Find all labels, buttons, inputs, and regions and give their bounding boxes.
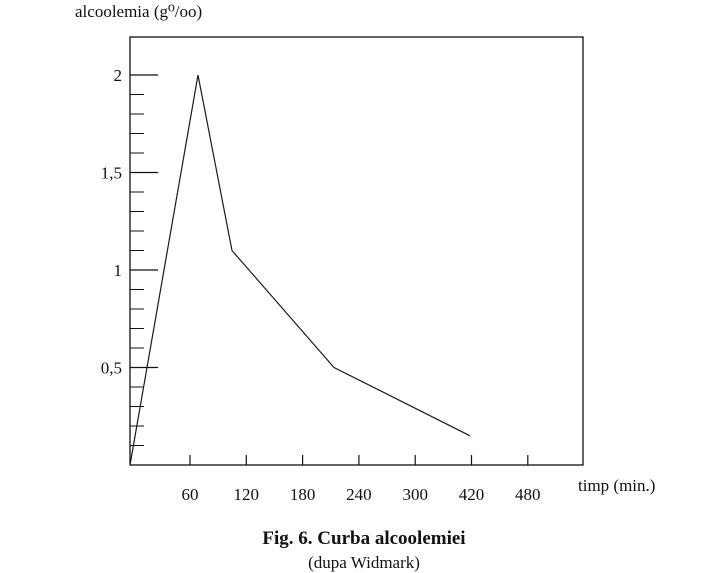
series-line bbox=[129, 74, 471, 466]
x-tick-label: 240 bbox=[346, 485, 372, 504]
y-tick-label: 1 bbox=[114, 261, 123, 280]
y-minor-ticks bbox=[130, 94, 144, 446]
x-tick-label: 120 bbox=[234, 485, 260, 504]
y-axis-ticks: 0,5 1 1,5 2 bbox=[101, 66, 158, 378]
x-tick-label: 480 bbox=[515, 485, 541, 504]
x-tick-label: 420 bbox=[459, 485, 485, 504]
y-tick-label: 2 bbox=[114, 66, 123, 85]
y-axis-label: alcoolemia (g⁰/oo) bbox=[75, 2, 202, 21]
plot-frame bbox=[129, 36, 584, 466]
figure-title: Fig. 6. Curba alcoolemiei bbox=[262, 528, 466, 549]
x-axis-ticks: 60 120 180 240 300 420 480 bbox=[182, 455, 541, 504]
x-tick-label: 60 bbox=[182, 485, 199, 504]
y-tick-label: 1,5 bbox=[101, 164, 122, 183]
x-tick-label: 300 bbox=[402, 485, 428, 504]
figure-subtitle: (dupa Widmark) bbox=[308, 553, 420, 572]
x-axis-label: timp (min.) bbox=[578, 476, 655, 495]
x-tick-label: 180 bbox=[290, 485, 316, 504]
y-tick-label: 0,5 bbox=[101, 359, 122, 378]
